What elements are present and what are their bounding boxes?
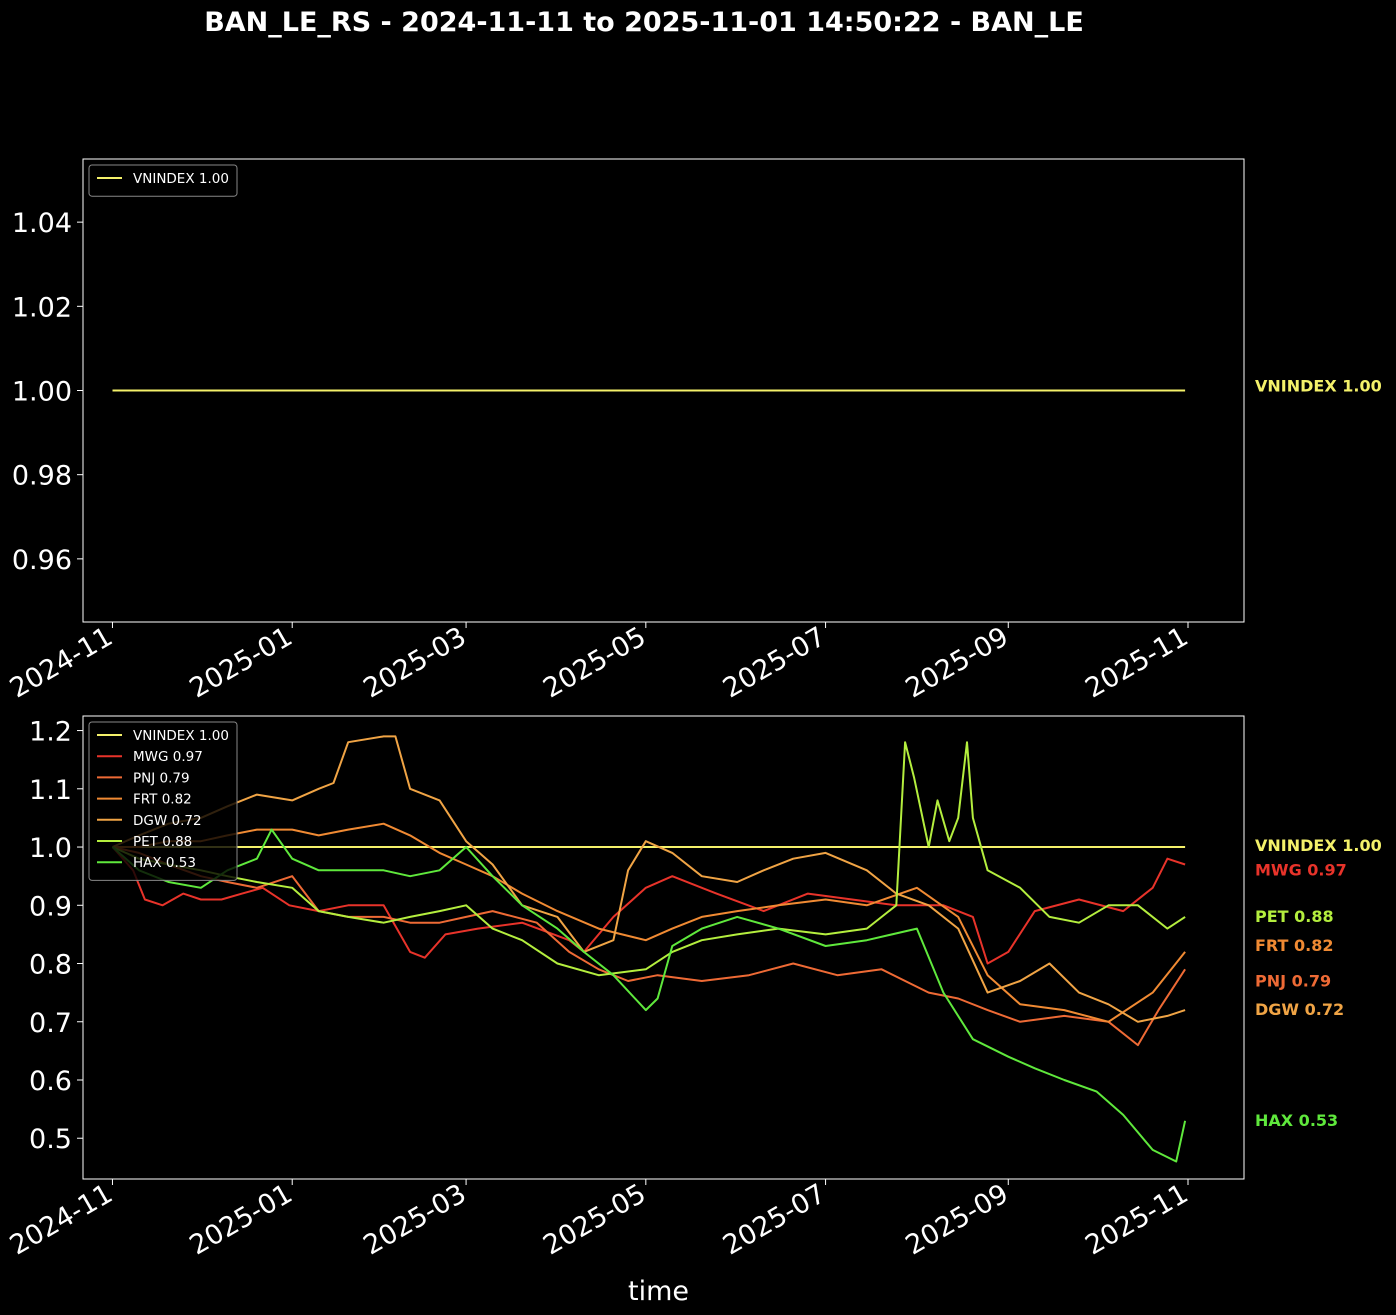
- y-tick-label: 0.8: [29, 950, 72, 981]
- y-tick-label: 0.96: [12, 545, 72, 576]
- plot-frame: [82, 715, 1245, 1180]
- legend-entry: VNINDEX 1.00: [133, 728, 229, 744]
- legend-entry: HAX 0.53: [133, 855, 196, 871]
- figure-title: BAN_LE_RS - 2024-11-11 to 2025-11-01 14:…: [204, 7, 1084, 38]
- y-tick-label: 0.9: [29, 891, 72, 922]
- legend-entry: VNINDEX 1.00: [133, 171, 229, 187]
- legend-box: [88, 721, 238, 881]
- end-label-vnindex: VNINDEX 1.00: [1255, 836, 1382, 855]
- y-tick-label: 0.6: [29, 1066, 72, 1097]
- end-label-hax: HAX 0.53: [1255, 1111, 1338, 1130]
- legend-entry: PNJ 0.79: [133, 770, 190, 786]
- y-tick-label: 0.7: [29, 1008, 72, 1039]
- legend-entry: DGW 0.72: [133, 813, 202, 829]
- y-tick-label: 1.0: [29, 833, 72, 864]
- end-label-vnindex: VNINDEX 1.00: [1255, 377, 1382, 396]
- legend-entry: FRT 0.82: [133, 792, 192, 808]
- y-tick-label: 0.5: [29, 1124, 72, 1155]
- series-line-pet: [112, 741, 1186, 977]
- end-label-pet: PET 0.88: [1255, 907, 1334, 926]
- y-tick-label: 1.2: [29, 717, 72, 748]
- x-axis-label: time: [628, 1276, 689, 1307]
- y-tick-label: 1.04: [12, 208, 72, 239]
- y-tick-label: 1.02: [12, 292, 72, 323]
- legend-entry: PET 0.88: [133, 834, 192, 850]
- y-tick-label: 1.00: [12, 377, 72, 408]
- series-line-frt: [112, 822, 1186, 1023]
- series-line-dgw: [112, 735, 1186, 1023]
- end-label-dgw: DGW 0.72: [1255, 1000, 1344, 1019]
- series-line-hax: [111, 828, 1187, 1163]
- y-tick-label: 0.98: [12, 461, 72, 492]
- legend-box: [88, 164, 238, 197]
- end-label-pnj: PNJ 0.79: [1255, 971, 1331, 990]
- end-label-mwg: MWG 0.97: [1255, 861, 1347, 880]
- end-label-frt: FRT 0.82: [1255, 936, 1334, 955]
- legend-entry: MWG 0.97: [133, 749, 203, 765]
- y-tick-label: 1.1: [29, 775, 72, 806]
